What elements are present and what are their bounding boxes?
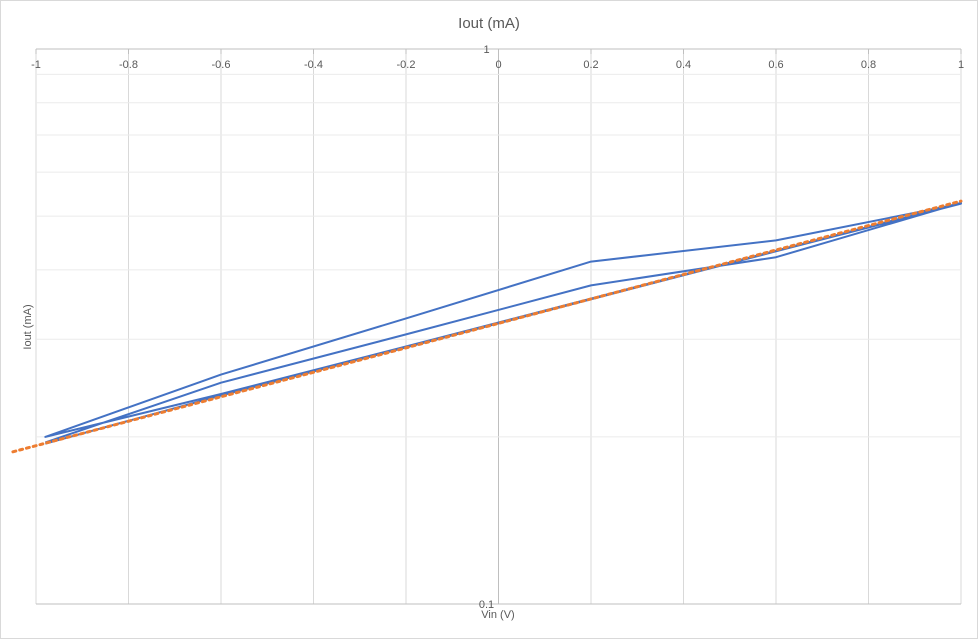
y-axis-title: Iout (mA): [22, 304, 34, 349]
axis-layer: [35, 49, 962, 54]
x-tick-label: 0.2: [583, 59, 598, 71]
x-tick-label: 0.6: [768, 59, 783, 71]
x-tick-label: 0: [495, 59, 501, 71]
x-tick-label: -0.6: [212, 59, 231, 71]
x-axis-title: Vin (V): [481, 609, 514, 621]
series-layer: [11, 199, 963, 454]
grid-layer: [35, 48, 962, 605]
x-tick-label: -0.2: [397, 59, 416, 71]
x-tick-label: -0.4: [304, 59, 323, 71]
x-tick-label: -0.8: [119, 59, 138, 71]
x-tick-label: 0.4: [676, 59, 691, 71]
y-tick-label: 1: [483, 44, 489, 56]
trendline-series: [11, 199, 963, 454]
x-tick-label: 0.8: [861, 59, 876, 71]
chart-title: Iout (mA): [458, 15, 520, 32]
y-tick-label: 0.1: [479, 599, 494, 611]
x-tick-label: 1: [958, 59, 964, 71]
tick-layer: -1 -0.8 -0.6 -0.4 -0.2 0 0.2 0.4 0.6 0.8 1 1 0.1: [31, 44, 964, 611]
x-tick-label: -1: [31, 59, 41, 71]
